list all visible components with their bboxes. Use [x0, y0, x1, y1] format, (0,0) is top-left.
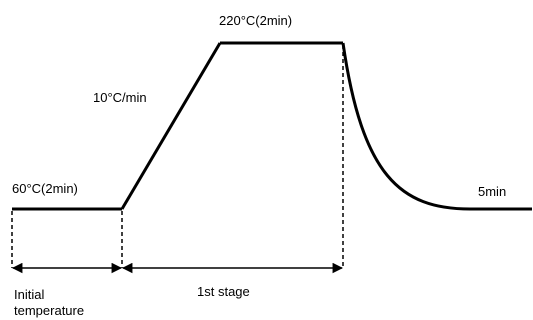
ramp-segment [120, 42, 222, 210]
stage-label: 1st stage [197, 284, 250, 299]
cool-time-label: 5min [478, 184, 507, 199]
initial-label-line2: temperature [14, 303, 85, 318]
initial-label-line1: Initial [14, 287, 45, 302]
cooling-curve [341, 42, 532, 211]
hold-low-label: 60°C(2min) [12, 181, 78, 196]
hold-high-label: 220°C(2min) [219, 13, 293, 28]
initial-temperature-label: Initial temperature [14, 287, 84, 319]
ramp-rate-label: 10°C/min [93, 90, 147, 105]
